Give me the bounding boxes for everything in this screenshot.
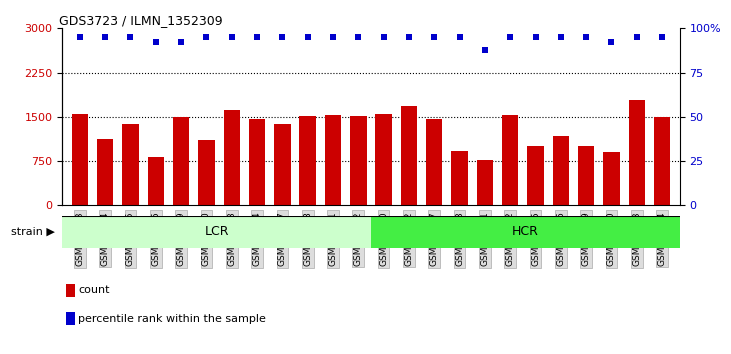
Bar xyxy=(122,124,139,205)
Text: percentile rank within the sample: percentile rank within the sample xyxy=(78,314,266,324)
Bar xyxy=(62,216,371,248)
Point xyxy=(555,34,567,40)
Point xyxy=(479,47,491,52)
Bar xyxy=(148,157,164,205)
Point xyxy=(605,40,617,45)
Bar xyxy=(477,160,493,205)
Point xyxy=(74,34,86,40)
Bar xyxy=(198,141,215,205)
Bar xyxy=(578,146,594,205)
Bar xyxy=(376,114,392,205)
Point xyxy=(504,34,516,40)
Bar xyxy=(603,152,620,205)
Bar xyxy=(502,115,518,205)
Bar xyxy=(527,146,544,205)
Bar xyxy=(629,100,645,205)
Bar xyxy=(97,139,113,205)
Point xyxy=(200,34,212,40)
Text: HCR: HCR xyxy=(512,225,539,238)
Point xyxy=(428,34,440,40)
Point xyxy=(454,34,466,40)
Bar xyxy=(249,119,265,205)
Bar xyxy=(451,151,468,205)
Text: count: count xyxy=(78,285,110,295)
Point xyxy=(251,34,263,40)
Text: strain ▶: strain ▶ xyxy=(11,227,55,237)
Point xyxy=(656,34,668,40)
Bar xyxy=(325,115,341,205)
Point xyxy=(175,40,187,45)
Point xyxy=(403,34,414,40)
Point xyxy=(352,34,364,40)
Bar xyxy=(401,105,417,205)
Point xyxy=(150,40,162,45)
Point xyxy=(530,34,542,40)
Bar xyxy=(224,110,240,205)
Bar xyxy=(553,136,569,205)
Bar xyxy=(654,118,670,205)
Bar xyxy=(300,116,316,205)
Point xyxy=(276,34,288,40)
Point xyxy=(327,34,339,40)
Point xyxy=(631,34,643,40)
Point xyxy=(99,34,111,40)
Bar xyxy=(274,125,291,205)
Point xyxy=(302,34,314,40)
Bar xyxy=(72,114,88,205)
Bar xyxy=(173,118,189,205)
Text: GDS3723 / ILMN_1352309: GDS3723 / ILMN_1352309 xyxy=(59,14,223,27)
Point xyxy=(125,34,137,40)
Bar xyxy=(426,119,442,205)
Bar xyxy=(350,116,366,205)
Point xyxy=(226,34,238,40)
Text: LCR: LCR xyxy=(204,225,229,238)
Point xyxy=(378,34,390,40)
Bar xyxy=(371,216,680,248)
Point xyxy=(580,34,592,40)
